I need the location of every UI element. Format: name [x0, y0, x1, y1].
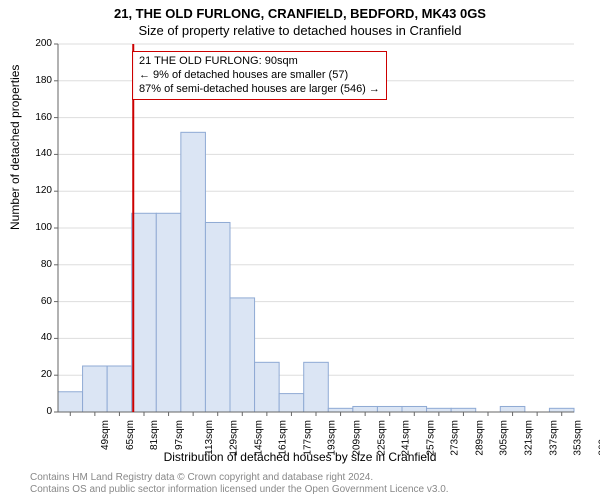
y-tick-label: 40: [22, 332, 52, 343]
x-tick-label: 97sqm: [174, 420, 185, 450]
footer-line1: Contains HM Land Registry data © Crown c…: [30, 472, 449, 484]
x-tick-label: 81sqm: [149, 420, 160, 450]
annotation-line3: 87% of semi-detached houses are larger (…: [139, 83, 380, 97]
y-tick-label: 200: [22, 38, 52, 49]
y-tick-label: 80: [22, 259, 52, 270]
y-axis-label: Number of detached properties: [8, 65, 22, 230]
footer-attribution: Contains HM Land Registry data © Crown c…: [30, 472, 449, 496]
y-tick-label: 20: [22, 369, 52, 380]
y-tick-label: 180: [22, 75, 52, 86]
y-tick-label: 100: [22, 222, 52, 233]
annotation-line1: 21 THE OLD FURLONG: 90sqm: [139, 55, 380, 69]
x-tick-label: 49sqm: [100, 420, 111, 450]
plot-area: 21 THE OLD FURLONG: 90sqm ← 9% of detach…: [58, 44, 574, 412]
y-tick-label: 60: [22, 296, 52, 307]
x-axis-label: Distribution of detached houses by size …: [0, 450, 600, 464]
y-tick-label: 140: [22, 148, 52, 159]
annotation-box: 21 THE OLD FURLONG: 90sqm ← 9% of detach…: [132, 51, 387, 100]
x-tick-label: 65sqm: [125, 420, 136, 450]
chart-container: 21, THE OLD FURLONG, CRANFIELD, BEDFORD,…: [0, 0, 600, 500]
y-tick-label: 160: [22, 112, 52, 123]
footer-line2: Contains OS and public sector informatio…: [30, 484, 449, 496]
annotation-line2: ← 9% of detached houses are smaller (57): [139, 69, 380, 83]
chart-title-address: 21, THE OLD FURLONG, CRANFIELD, BEDFORD,…: [0, 0, 600, 21]
y-tick-label: 0: [22, 406, 52, 417]
chart-subtitle: Size of property relative to detached ho…: [0, 21, 600, 38]
y-tick-label: 120: [22, 185, 52, 196]
